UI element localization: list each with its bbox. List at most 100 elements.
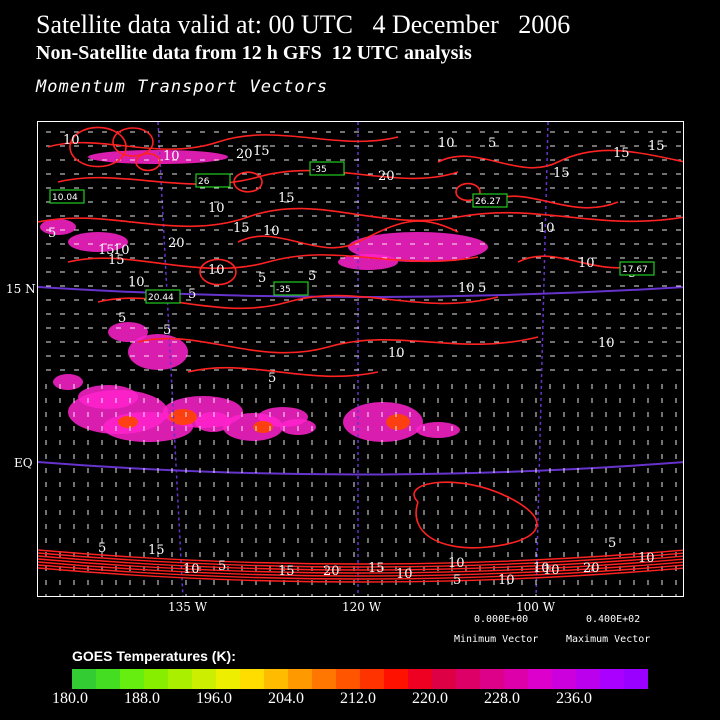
boxed-value-frame bbox=[195, 173, 231, 188]
contour-label: 20 bbox=[583, 561, 600, 576]
contour-label: 10 bbox=[638, 551, 655, 566]
contour-label: 5 bbox=[118, 311, 126, 326]
contour-label: 10 bbox=[113, 243, 130, 258]
contour-label: 5 bbox=[478, 281, 486, 296]
contour-label: 15 bbox=[553, 166, 570, 181]
boxed-value: -35 bbox=[276, 285, 291, 295]
contour-label: 10 bbox=[538, 221, 555, 236]
colorbar-tick-label: 236.0 bbox=[556, 690, 592, 707]
colorbar-tick-label: 220.0 bbox=[412, 690, 448, 707]
colorbar-swatch bbox=[528, 669, 552, 689]
contour-label: 15 bbox=[108, 253, 125, 268]
isotach-contour bbox=[67, 254, 479, 270]
cloud-blob bbox=[348, 232, 488, 262]
cloud-blob bbox=[53, 374, 83, 390]
boxed-value-frame bbox=[619, 261, 655, 276]
lat-line-eq bbox=[38, 461, 683, 476]
contour-label: 15 bbox=[648, 139, 665, 154]
contour-label: 10 bbox=[543, 563, 560, 578]
contour-label: 20 bbox=[236, 147, 253, 162]
cloud-blob bbox=[343, 402, 423, 442]
contour-label: 15 bbox=[613, 146, 630, 161]
contour-label: 5 bbox=[48, 226, 56, 241]
max-vector-value: 0.400E+02 bbox=[586, 614, 641, 625]
contour-label: 20 bbox=[323, 564, 340, 579]
contour-label: 5 bbox=[188, 287, 196, 302]
map-panel: 1010152051015201015515101015205105155101… bbox=[37, 121, 684, 597]
colorbar-swatch bbox=[240, 669, 264, 689]
lon-line-135w bbox=[157, 122, 184, 596]
jet-contour-band bbox=[38, 549, 683, 565]
title-valid-time: Satellite data valid at: 00 UTC 4 Decemb… bbox=[36, 10, 571, 39]
contour-label: 10 bbox=[208, 201, 225, 216]
boxed-value-frame bbox=[273, 281, 309, 296]
lon-label-100w: 100 W bbox=[516, 600, 556, 614]
colorbar-swatch bbox=[312, 669, 336, 689]
closed-contour bbox=[112, 127, 154, 157]
contour-label: 15 bbox=[278, 564, 295, 579]
colorbar-swatch bbox=[576, 669, 600, 689]
jet-contour-band bbox=[38, 567, 683, 583]
colorbar-swatch bbox=[552, 669, 576, 689]
contour-label: 10 bbox=[533, 561, 550, 576]
boxed-value: 10.04 bbox=[52, 193, 78, 203]
closed-contour bbox=[455, 182, 481, 202]
contour-label: 5 bbox=[268, 371, 276, 386]
closed-contour bbox=[135, 152, 161, 172]
colorbar-swatch bbox=[504, 669, 528, 689]
contour-label: 10 bbox=[163, 149, 180, 164]
colorbar-swatch bbox=[360, 669, 384, 689]
contour-label: 10 bbox=[598, 336, 615, 351]
title-data-source: Non-Satellite data from 12 h GFS 12 UTC … bbox=[36, 42, 472, 64]
isotach-contour bbox=[437, 149, 683, 169]
contour-label: 10 bbox=[63, 133, 80, 148]
colorbar-swatch bbox=[264, 669, 288, 689]
contour-label: 15 bbox=[98, 243, 115, 258]
jet-contour-band bbox=[38, 561, 683, 577]
contour-label: 15 bbox=[148, 543, 165, 558]
contour-label: 20 bbox=[168, 236, 185, 251]
colorbar-tick-label: 180.0 bbox=[52, 690, 88, 707]
contour-label: 5 bbox=[163, 323, 171, 338]
closed-contour bbox=[69, 126, 127, 168]
contour-label: 5 bbox=[98, 541, 106, 556]
colorbar-tick-label: 228.0 bbox=[484, 690, 520, 707]
jet-contour-band bbox=[38, 552, 683, 568]
boxed-value: 17.67 bbox=[622, 265, 648, 275]
colorbar-tick-label: 196.0 bbox=[196, 690, 232, 707]
jet-contour-band bbox=[38, 555, 683, 571]
isotach-contour bbox=[38, 207, 683, 228]
boxed-value-frame bbox=[309, 161, 345, 176]
colorbar-swatch bbox=[96, 669, 120, 689]
jet-contour-band bbox=[38, 564, 683, 580]
colorbar-swatch bbox=[120, 669, 144, 689]
min-vector-value: 0.000E+00 bbox=[474, 614, 529, 625]
cloud-blob bbox=[108, 322, 148, 342]
isotach-contour bbox=[187, 366, 379, 378]
boxed-value: -35 bbox=[312, 165, 327, 175]
colorbar-swatch bbox=[216, 669, 240, 689]
isotach-contour bbox=[237, 220, 459, 249]
cloud-blob bbox=[195, 412, 231, 432]
map-canvas: 1010152051015201015515101015205105155101… bbox=[38, 122, 683, 596]
colorbar-tick-label: 204.0 bbox=[268, 690, 304, 707]
contour-label: 5 bbox=[608, 536, 616, 551]
colorbar-tick-label: 212.0 bbox=[340, 690, 376, 707]
contour-label: 10 bbox=[183, 562, 200, 577]
colorbar-swatch bbox=[168, 669, 192, 689]
boxed-value: 20.44 bbox=[148, 293, 174, 303]
colorbar-swatch bbox=[336, 669, 360, 689]
colorbar-swatch bbox=[408, 669, 432, 689]
boxed-value-frame bbox=[145, 289, 181, 304]
cloud-blob bbox=[78, 385, 138, 409]
contour-label: 15 bbox=[233, 221, 250, 236]
title-product: Momentum Transport Vectors bbox=[36, 77, 329, 97]
isotach-contour bbox=[137, 336, 539, 354]
closed-contour bbox=[233, 171, 263, 193]
cold-cloud-core bbox=[118, 416, 138, 428]
colorbar-swatch bbox=[144, 669, 168, 689]
contour-label: 10 bbox=[448, 556, 465, 571]
colorbar-swatch bbox=[600, 669, 624, 689]
boxed-value-frame bbox=[49, 189, 85, 204]
contour-label: 10 bbox=[396, 567, 413, 582]
